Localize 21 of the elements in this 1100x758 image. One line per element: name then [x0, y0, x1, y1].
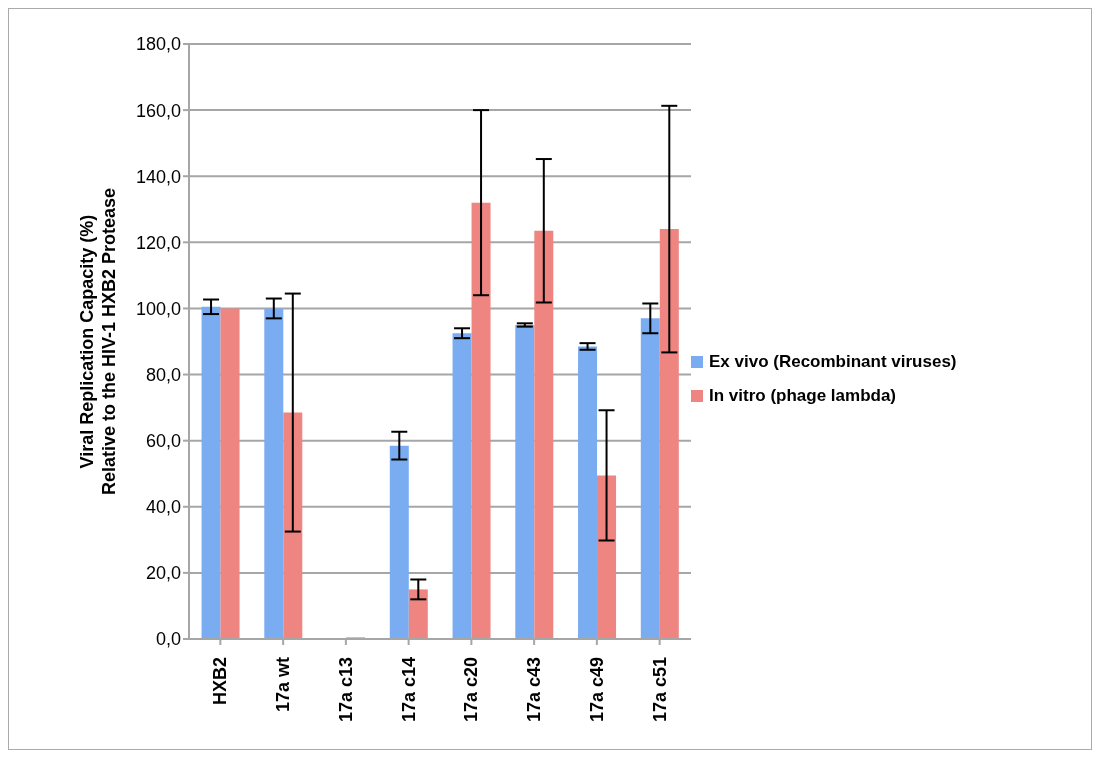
x-tick-label: 17a c20	[461, 657, 482, 723]
y-tick-label: 40,0	[145, 497, 181, 518]
x-tick-label: 17a c14	[398, 657, 419, 723]
x-tick-label: 17a c13	[335, 657, 356, 723]
y-axis-title: Viral Replication Capacity (%) Relative to the HIV-1 HXB2 Protease	[77, 187, 119, 496]
y-tick-label: 0,0	[155, 629, 181, 650]
y-tick-label: 140,0	[135, 166, 181, 187]
x-tick-label: 17a c51	[649, 657, 670, 723]
x-tick-label: 17a wt	[273, 657, 294, 713]
y-tick-label: 100,0	[135, 298, 181, 319]
x-tick-label: HXB2	[210, 657, 231, 706]
x-tick-label: 17a c49	[586, 657, 607, 723]
y-tick-label: 20,0	[145, 563, 181, 584]
legend-label: Ex vivo (Recombinant viruses)	[709, 352, 957, 372]
y-tick-label: 80,0	[145, 364, 181, 385]
x-tick-label: 17a c43	[524, 657, 545, 723]
y-tick-label: 120,0	[135, 232, 181, 253]
legend-label: In vitro (phage lambda)	[709, 386, 897, 406]
y-tick-label: 60,0	[145, 431, 181, 452]
y-tick-label: 180,0	[135, 34, 181, 55]
y-tick-label: 160,0	[135, 100, 181, 121]
